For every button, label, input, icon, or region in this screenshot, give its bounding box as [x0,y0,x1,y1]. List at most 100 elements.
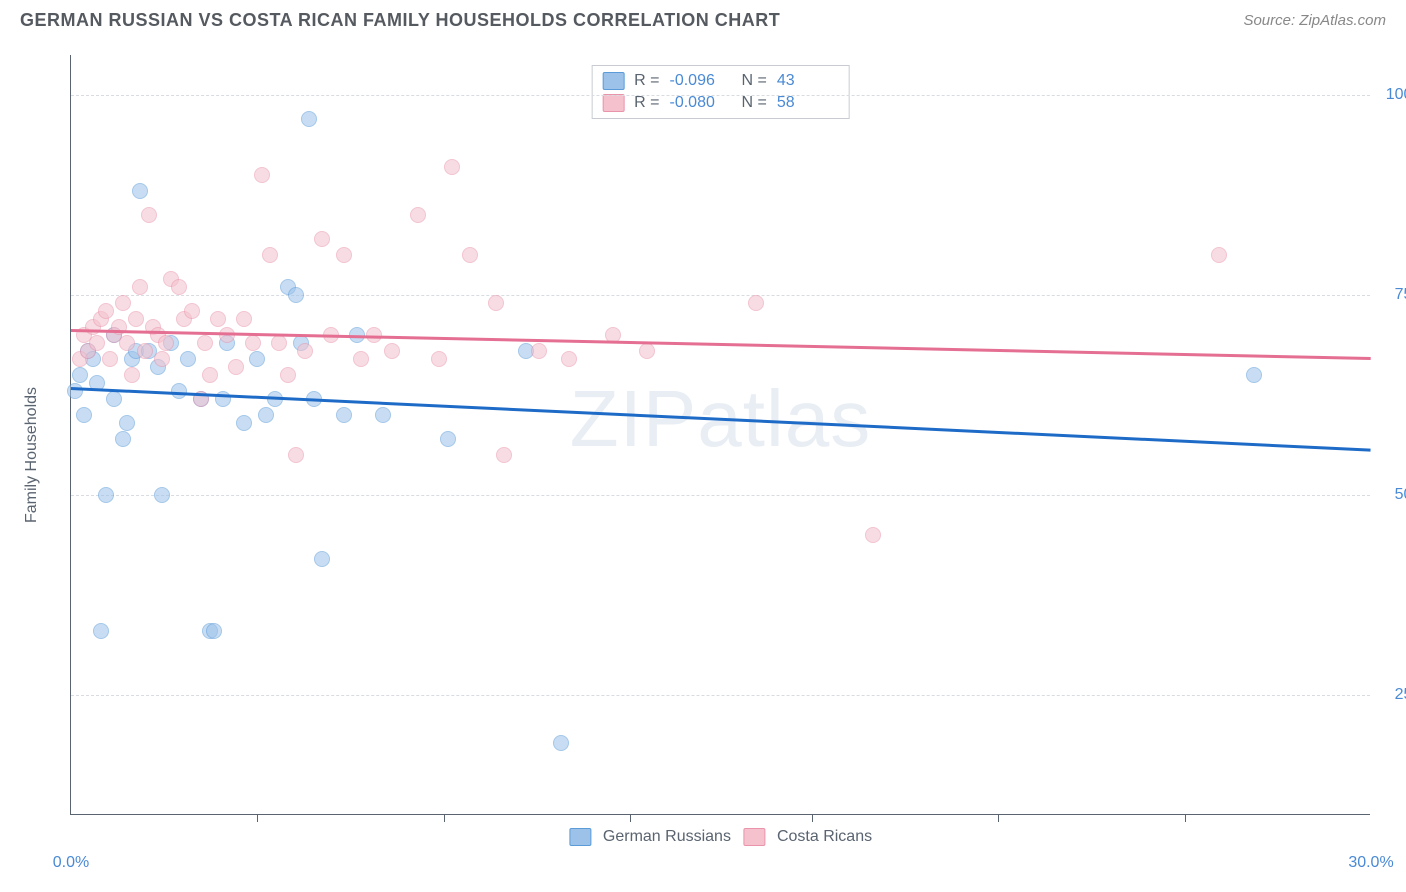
data-point [288,287,304,303]
x-tick-minor [630,814,631,822]
data-point [553,735,569,751]
data-point [210,311,226,327]
stats-legend-box: R = -0.096 N = 43 R = -0.080 N = 58 [591,65,850,119]
data-point [206,623,222,639]
data-point [154,487,170,503]
data-point [180,351,196,367]
legend-label: Costa Ricans [777,828,872,846]
data-point [1211,247,1227,263]
data-point [440,431,456,447]
stat-n-label: N = [742,94,767,112]
stat-n-label: N = [742,72,767,90]
data-point [297,343,313,359]
data-point [262,247,278,263]
data-point [89,335,105,351]
x-tick-minor [998,814,999,822]
source-attribution: Source: ZipAtlas.com [1243,12,1386,29]
stat-r-value: -0.096 [670,72,732,90]
data-point [154,351,170,367]
data-point [124,367,140,383]
data-point [280,367,296,383]
data-point [158,335,174,351]
data-point [119,335,135,351]
watermark-bold: ZIP [570,374,697,463]
x-tick-minor [444,814,445,822]
x-tick-minor [257,814,258,822]
data-point [531,343,547,359]
data-point [128,311,144,327]
data-point [301,111,317,127]
data-point [236,415,252,431]
stat-n-value: 43 [777,72,839,90]
data-point [141,207,157,223]
legend-swatch [743,828,765,846]
data-point [102,351,118,367]
stat-n-value: 58 [777,94,839,112]
data-point [444,159,460,175]
y-axis-label: Family Households [23,387,41,523]
data-point [67,383,83,399]
y-tick-label: 75.0% [1378,286,1406,304]
plot-area: ZIPatlas R = -0.096N = 43R = -0.080N = 5… [70,55,1370,815]
data-point [410,207,426,223]
data-point [496,447,512,463]
stat-r-label: R = [634,94,659,112]
data-point [184,303,200,319]
x-tick-minor [1185,814,1186,822]
data-point [197,335,213,351]
data-point [171,279,187,295]
data-point [98,487,114,503]
data-point [865,527,881,543]
data-point [119,415,135,431]
y-tick-label: 100.0% [1378,86,1406,104]
data-point [236,311,252,327]
data-point [115,431,131,447]
data-point [72,367,88,383]
data-point [288,447,304,463]
gridline [71,495,1370,496]
stat-r-value: -0.080 [670,94,732,112]
data-point [639,343,655,359]
data-point [202,367,218,383]
data-point [254,167,270,183]
data-point [431,351,447,367]
data-point [488,295,504,311]
y-tick-label: 50.0% [1378,486,1406,504]
series-swatch [602,72,624,90]
chart-title: GERMAN RUSSIAN VS COSTA RICAN FAMILY HOU… [20,10,780,31]
data-point [561,351,577,367]
data-point [336,407,352,423]
x-tick-minor [812,814,813,822]
legend-label: German Russians [603,828,731,846]
data-point [115,295,131,311]
x-tick-label: 30.0% [1348,854,1393,872]
bottom-legend: German Russians Costa Ricans [569,828,872,846]
data-point [384,343,400,359]
gridline [71,95,1370,96]
data-point [249,351,265,367]
y-tick-label: 25.0% [1378,686,1406,704]
data-point [245,335,261,351]
data-point [98,303,114,319]
data-point [93,623,109,639]
legend-swatch [569,828,591,846]
data-point [375,407,391,423]
stats-row: R = -0.096 N = 43 [602,70,839,92]
data-point [258,407,274,423]
data-point [336,247,352,263]
data-point [271,335,287,351]
data-point [462,247,478,263]
gridline [71,695,1370,696]
data-point [132,183,148,199]
data-point [353,351,369,367]
trend-line [71,329,1371,359]
data-point [748,295,764,311]
x-tick-label: 0.0% [53,854,89,872]
data-point [76,407,92,423]
stat-r-label: R = [634,72,659,90]
data-point [228,359,244,375]
data-point [1246,367,1262,383]
data-point [132,279,148,295]
chart-container: Family Households ZIPatlas R = -0.096N =… [20,45,1386,865]
data-point [314,231,330,247]
